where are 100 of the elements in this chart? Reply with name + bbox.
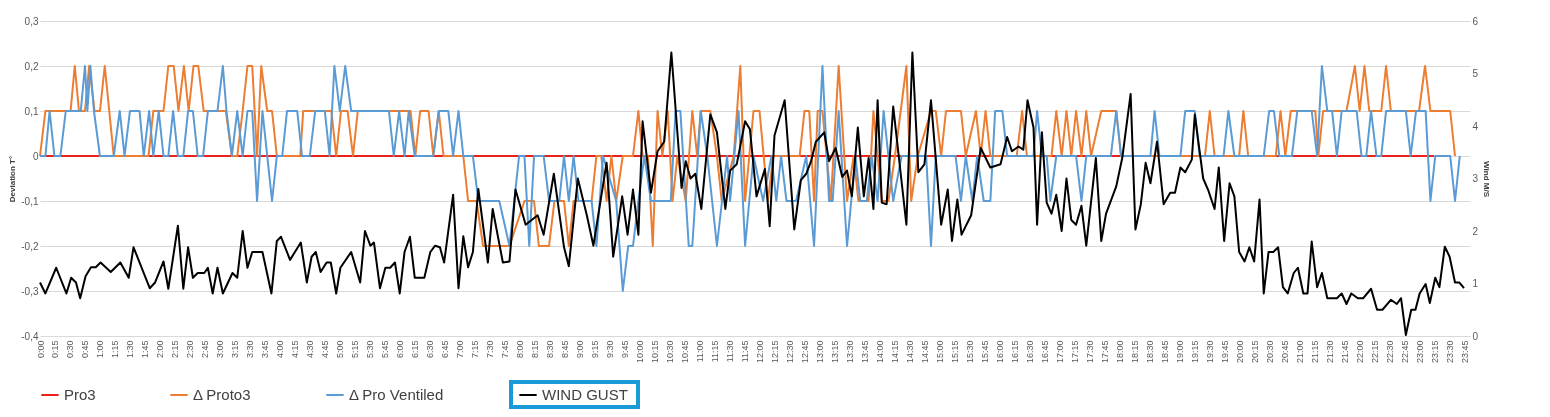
x-tick-label: 5:15 [350, 340, 361, 359]
x-tick-label: 0:30 [65, 340, 76, 359]
x-tick-label: 10:15 [650, 340, 661, 364]
x-tick-label: 13:15 [829, 340, 840, 364]
x-tick-label: 2:00 [155, 340, 166, 359]
x-tick-label: 2:30 [185, 340, 196, 359]
y2-tick-label: 0 [1472, 330, 1479, 342]
legend-label: WIND GUST [542, 386, 628, 403]
x-tick-label: 3:00 [215, 340, 226, 359]
x-tick-label: 20:15 [1249, 340, 1260, 364]
line-series [39, 51, 1465, 336]
x-tick-label: 6:00 [395, 340, 406, 359]
x-tick-label: 23:45 [1459, 340, 1470, 364]
y-tick-label: 0,1 [24, 105, 39, 117]
y-tick-label: 0,2 [24, 60, 39, 72]
x-tick-label: 14:45 [919, 340, 930, 364]
x-tick-label: 13:45 [859, 340, 870, 364]
x-tick-label: 11:15 [710, 340, 721, 363]
x-tick-label: 5:30 [365, 340, 376, 359]
x-tick-label: 19:30 [1204, 340, 1215, 364]
x-tick-label: 16:00 [994, 340, 1005, 364]
y-tick-label: 0,3 [24, 15, 39, 27]
x-tick-label: 11:00 [695, 340, 706, 363]
x-tick-label: 14:30 [904, 340, 915, 364]
legend-label: Pro3 [64, 386, 96, 403]
x-tick-label: 21:45 [1339, 340, 1350, 364]
y-axis-title: Deviation T° [8, 155, 18, 203]
x-tick-label: 20:45 [1279, 340, 1290, 364]
x-tick-label: 12:30 [784, 340, 795, 364]
x-tick-label: 16:45 [1039, 340, 1050, 364]
x-tick-label: 23:15 [1429, 340, 1440, 364]
x-tick-label: 13:00 [814, 340, 825, 364]
legend-label: Δ Proto3 [193, 386, 251, 403]
x-tick-label: 1:30 [125, 340, 136, 359]
x-tick-label: 21:00 [1294, 340, 1305, 364]
x-tick-label: 11:30 [725, 340, 736, 363]
x-tick-label: 5:00 [335, 340, 346, 359]
x-tick-label: 18:15 [1129, 340, 1140, 364]
y2-tick-label: 3 [1472, 173, 1479, 184]
x-tick-label: 6:45 [440, 340, 451, 359]
y2-tick-label: 6 [1472, 15, 1479, 27]
x-tick-label: 0:00 [35, 340, 46, 359]
x-tick-label: 22:00 [1354, 340, 1365, 364]
y-tick-label: -0,4 [21, 330, 39, 342]
x-tick-label: 17:30 [1084, 340, 1095, 364]
x-tick-label: 20:30 [1264, 340, 1275, 364]
x-tick-label: 12:45 [799, 340, 810, 364]
x-tick-label: 22:30 [1384, 340, 1395, 364]
y2-tick-label: 4 [1472, 120, 1479, 132]
x-tick-label: 9:45 [620, 340, 631, 359]
x-tick-label: 14:15 [889, 340, 900, 364]
x-tick-label: 23:30 [1444, 340, 1455, 364]
line-series [39, 65, 1461, 292]
x-tick-label: 6:15 [410, 340, 421, 359]
x-tick-label: 0:15 [50, 340, 61, 359]
x-tick-label: 9:15 [590, 340, 601, 359]
x-tick-label: 23:00 [1414, 340, 1425, 364]
x-tick-label: 7:00 [455, 340, 466, 359]
line-series [39, 65, 1457, 247]
x-tick-label: 18:45 [1159, 340, 1170, 364]
x-tick-label: 13:30 [844, 340, 855, 364]
x-tick-label: 15:00 [934, 340, 945, 364]
x-tick-label: 8:15 [530, 340, 541, 359]
x-tick-label: 3:45 [260, 340, 271, 359]
x-tick-label: 11:45 [740, 340, 751, 363]
x-tick-label: 7:30 [485, 340, 496, 359]
x-tick-label: 10:30 [665, 340, 676, 364]
x-tick-label: 21:15 [1309, 340, 1320, 364]
x-tick-label: 6:30 [425, 340, 436, 359]
y2-tick-label: 2 [1472, 225, 1479, 237]
x-tick-label: 4:45 [320, 340, 331, 359]
x-tick-label: 12:00 [755, 340, 765, 364]
x-tick-label: 19:15 [1189, 340, 1200, 364]
x-tick-label: 19:45 [1219, 340, 1230, 364]
y-tick-label: -0,1 [21, 195, 39, 207]
x-tick-label: 2:15 [170, 340, 181, 359]
x-tick-label: 18:00 [1114, 340, 1125, 364]
x-tick-label: 1:15 [110, 340, 121, 359]
x-tick-label: 9:30 [605, 340, 616, 359]
x-tick-label: 9:00 [575, 340, 586, 359]
x-tick-label: 10:45 [680, 340, 691, 364]
x-tick-label: 2:45 [200, 340, 211, 359]
x-tick-label: 4:00 [275, 340, 286, 359]
x-tick-label: 15:15 [949, 340, 960, 364]
y2-axis-title: Wind M/S [1482, 161, 1492, 198]
x-tick-label: 3:30 [245, 340, 256, 359]
x-tick-label: 17:15 [1069, 340, 1080, 364]
x-tick-label: 3:15 [230, 340, 241, 359]
x-tick-label: 5:45 [380, 340, 391, 359]
y2-tick-label: 5 [1472, 68, 1479, 79]
x-tick-label: 18:30 [1144, 340, 1155, 364]
x-tick-label: 8:45 [560, 340, 571, 359]
x-tick-label: 7:45 [500, 340, 511, 359]
x-tick-label: 8:30 [545, 340, 556, 359]
y2-tick-label: 1 [1472, 278, 1479, 289]
x-tick-label: 17:45 [1099, 340, 1110, 364]
x-tick-label: 8:00 [515, 340, 526, 359]
x-tick-label: 4:15 [290, 340, 301, 359]
x-tick-label: 21:30 [1324, 340, 1335, 364]
x-tick-label: 10:00 [635, 340, 646, 364]
